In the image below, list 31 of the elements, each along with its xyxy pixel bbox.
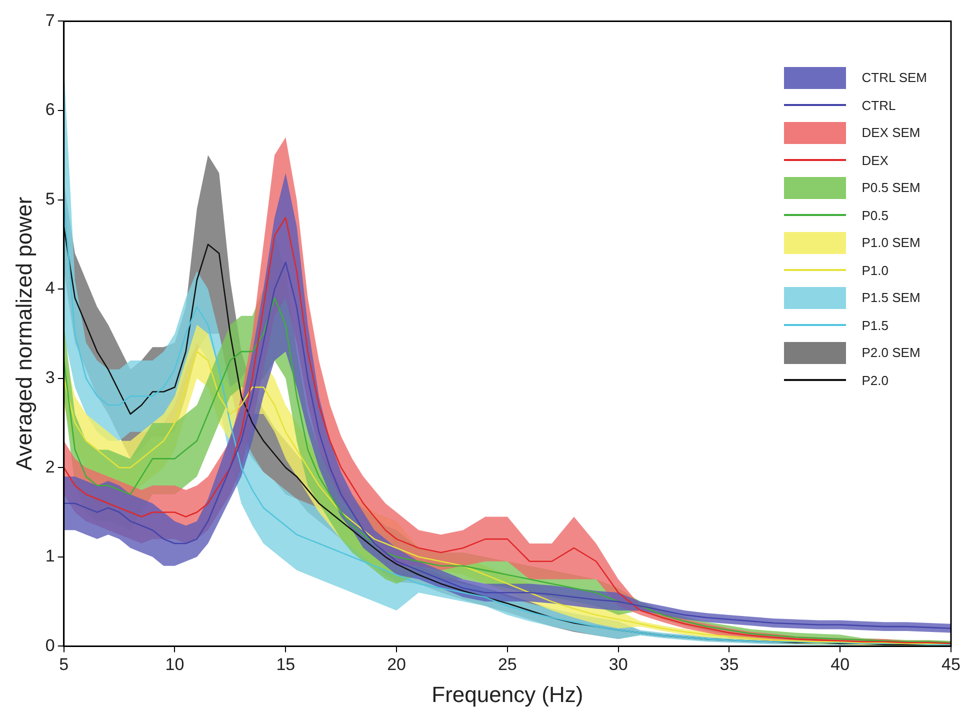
legend-label: P2.0 (862, 372, 888, 388)
legend-label: P1.5 SEM (862, 290, 920, 306)
x-tick-label: 30 (608, 655, 628, 674)
x-tick-label: 10 (165, 655, 184, 674)
y-tick-label: 2 (45, 457, 55, 476)
legend-label: CTRL (862, 98, 896, 113)
x-tick-label: 5 (59, 655, 69, 674)
x-tick-label: 20 (387, 655, 406, 674)
legend-label: P0.5 (862, 208, 888, 223)
y-tick-label: 0 (45, 636, 55, 655)
legend-label: P1.5 (862, 318, 888, 333)
legend-label: P1.0 (862, 262, 888, 278)
legend-label: P1.0 SEM (862, 235, 920, 250)
x-tick-label: 15 (276, 655, 296, 674)
x-tick-label: 35 (720, 655, 739, 674)
y-tick-label: 6 (45, 100, 55, 120)
y-tick-label: 5 (45, 189, 55, 208)
y-tick-label: 3 (45, 368, 55, 388)
y-tick-label: 4 (45, 278, 55, 298)
y-axis-title: Averaged normalized power (11, 196, 36, 470)
legend-label: P0.5 SEM (862, 180, 920, 196)
legend-label: CTRL SEM (862, 70, 927, 86)
legend-label: DEX SEM (862, 125, 920, 140)
x-tick-label: 45 (942, 655, 960, 674)
legend-label: P2.0 SEM (862, 345, 920, 360)
y-tick-label: 7 (45, 10, 55, 30)
x-tick-label: 25 (498, 655, 517, 674)
x-axis-title: Frequency (Hz) (432, 682, 584, 707)
legend-label: DEX (862, 152, 888, 168)
y-tick-label: 1 (45, 546, 55, 566)
x-tick-label: 40 (830, 655, 850, 674)
